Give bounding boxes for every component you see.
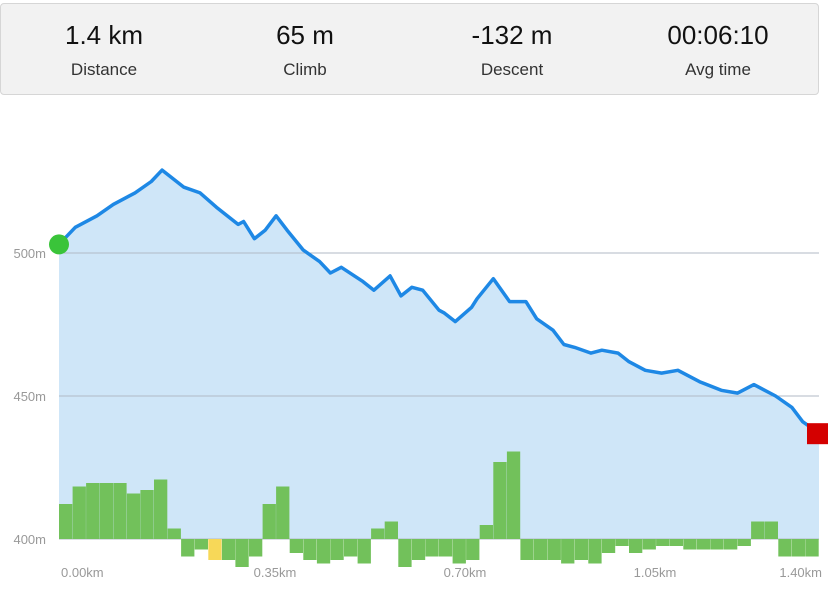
grade-bar xyxy=(534,539,548,560)
y-tick-label: 500m xyxy=(13,246,46,261)
grade-bar xyxy=(344,539,358,557)
x-tick-label: 0.00km xyxy=(61,565,104,580)
grade-bar xyxy=(506,451,521,539)
grade-bar xyxy=(371,528,385,539)
y-tick-label: 450m xyxy=(13,389,46,404)
grade-bar xyxy=(167,528,181,539)
avg-time-value: 00:06:10 xyxy=(667,20,769,50)
descent-value: -132 m xyxy=(471,20,553,50)
grade-bar xyxy=(154,479,168,539)
grade-bar xyxy=(249,539,263,557)
climb-value: 65 m xyxy=(276,20,334,50)
grade-bar xyxy=(276,486,290,539)
grade-bar xyxy=(316,539,331,564)
grade-bar xyxy=(194,539,208,550)
grade-bar xyxy=(113,483,127,539)
grade-bar xyxy=(724,539,738,550)
grade-bar xyxy=(303,539,317,560)
climb-label: Climb xyxy=(283,60,327,79)
grade-bar xyxy=(751,521,765,539)
x-tick-label: 0.70km xyxy=(444,565,487,580)
grade-bar xyxy=(629,539,643,553)
distance-value: 1.4 km xyxy=(64,20,144,50)
x-tick-label: 0.35km xyxy=(254,565,297,580)
elevation-line xyxy=(57,168,821,435)
grade-bar xyxy=(588,539,602,564)
grade-bar xyxy=(384,521,398,539)
grade-bar xyxy=(778,539,792,557)
grade-bar xyxy=(642,539,656,550)
grade-bar xyxy=(615,539,629,546)
grade-bar xyxy=(683,539,697,550)
end-marker xyxy=(807,423,828,445)
grade-bar xyxy=(126,493,141,539)
grade-bar xyxy=(439,539,453,557)
grade-bar xyxy=(181,539,195,557)
x-tick-label: 1.40km xyxy=(779,565,822,580)
grade-bar xyxy=(737,539,751,546)
grade-bar xyxy=(425,539,439,557)
start-marker xyxy=(49,234,69,255)
grade-bar xyxy=(330,539,344,560)
grade-bar xyxy=(99,483,113,539)
descent-label: Descent xyxy=(480,60,544,79)
grade-bar xyxy=(140,490,154,539)
grade-bar xyxy=(601,539,616,553)
grade-bar xyxy=(235,539,249,567)
grade-bar xyxy=(805,539,819,557)
grade-bar xyxy=(520,539,534,560)
grade-bar xyxy=(221,539,236,560)
grade-bar xyxy=(86,483,100,539)
grade-bar xyxy=(357,539,371,564)
grade-bar xyxy=(669,539,683,546)
grade-bar xyxy=(561,539,575,564)
x-tick-label: 1.05km xyxy=(634,565,677,580)
grade-bar xyxy=(764,521,778,539)
grade-bar xyxy=(710,539,724,550)
stats-panel: 1.4 km Distance 65 m Climb -132 m Descen… xyxy=(0,3,819,95)
grade-bar xyxy=(452,539,466,564)
elevation-area xyxy=(59,170,819,539)
grade-bar xyxy=(791,539,806,557)
y-tick-label: 400m xyxy=(13,532,46,547)
grade-bar xyxy=(574,539,588,560)
avg-time-label: Avg time xyxy=(685,60,751,79)
grade-bar xyxy=(479,525,493,539)
grade-bar xyxy=(262,504,276,539)
grade-bar xyxy=(696,539,711,550)
distance-label: Distance xyxy=(70,60,138,79)
grade-bar xyxy=(72,486,86,539)
grade-bar xyxy=(398,539,412,567)
grade-bar xyxy=(411,539,426,560)
grade-bar xyxy=(547,539,561,560)
grade-bar xyxy=(656,539,670,546)
grade-bar xyxy=(466,539,480,560)
grade-bar xyxy=(289,539,303,553)
grade-bar xyxy=(59,504,73,539)
grade-bar xyxy=(493,462,507,539)
grade-bar xyxy=(208,539,222,560)
